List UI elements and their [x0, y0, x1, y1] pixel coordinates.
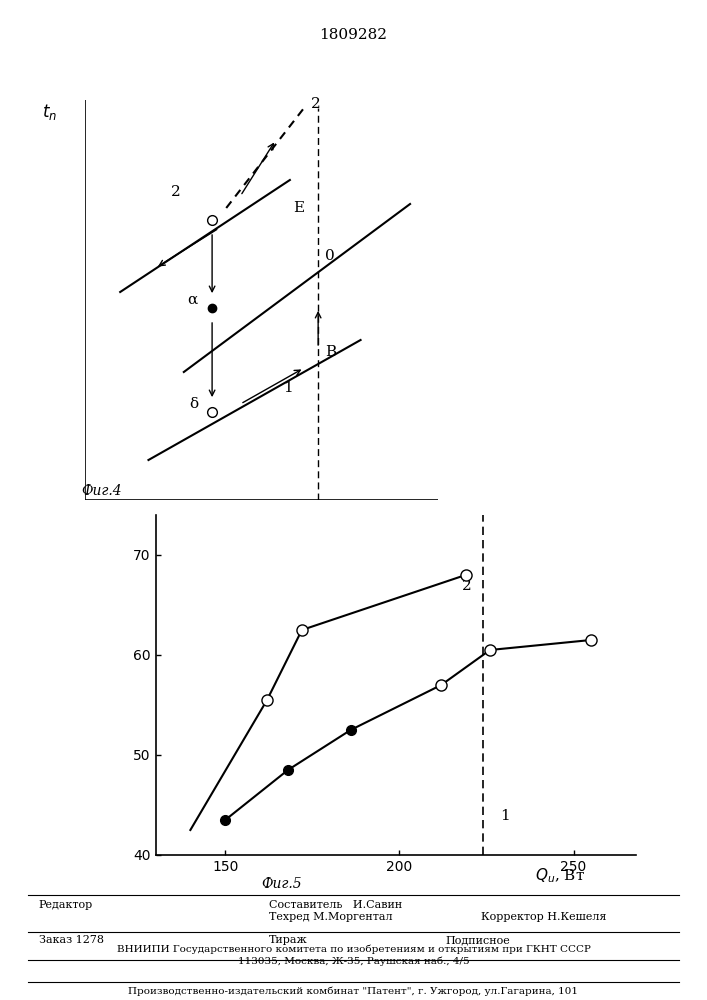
Text: 2: 2	[462, 579, 472, 593]
Text: Тираж: Тираж	[269, 935, 308, 945]
Text: E: E	[293, 201, 304, 215]
Text: 1809282: 1809282	[320, 28, 387, 42]
Text: α: α	[188, 293, 198, 307]
Text: 2: 2	[311, 97, 321, 111]
Text: Фиг.5: Фиг.5	[262, 877, 302, 891]
Text: B: B	[325, 345, 337, 359]
Text: Фиг.4: Фиг.4	[81, 484, 122, 498]
Text: $t_n$: $t_n$	[42, 102, 57, 122]
Text: Корректор Н.Кешеля: Корректор Н.Кешеля	[481, 912, 606, 922]
Text: 1: 1	[283, 381, 293, 395]
Text: ВНИИПИ Государственного комитета по изобретениям и открытиям при ГКНТ СССР: ВНИИПИ Государственного комитета по изоб…	[117, 945, 590, 954]
Text: Составитель   И.Савин: Составитель И.Савин	[269, 900, 402, 910]
Text: 1: 1	[501, 809, 510, 823]
Text: $Q_u$: $Q_u$	[362, 536, 380, 552]
Text: Техред М.Моргентал: Техред М.Моргентал	[269, 912, 392, 922]
Text: $Q_u$, Вт: $Q_u$, Вт	[535, 866, 585, 885]
Text: 113035, Москва, Ж-35, Раушская наб., 4/5: 113035, Москва, Ж-35, Раушская наб., 4/5	[238, 956, 469, 966]
Text: 0: 0	[325, 249, 335, 263]
Text: Подписное: Подписное	[445, 935, 510, 945]
Text: $Q_{кр}$: $Q_{кр}$	[313, 536, 337, 554]
Text: Производственно-издательский комбинат "Патент", г. Ужгород, ул.Гагарина, 101: Производственно-издательский комбинат "П…	[129, 986, 578, 996]
Text: 2: 2	[170, 185, 180, 199]
Text: δ: δ	[189, 397, 198, 411]
Text: Редактор: Редактор	[39, 900, 93, 910]
Text: Заказ 1278: Заказ 1278	[39, 935, 104, 945]
